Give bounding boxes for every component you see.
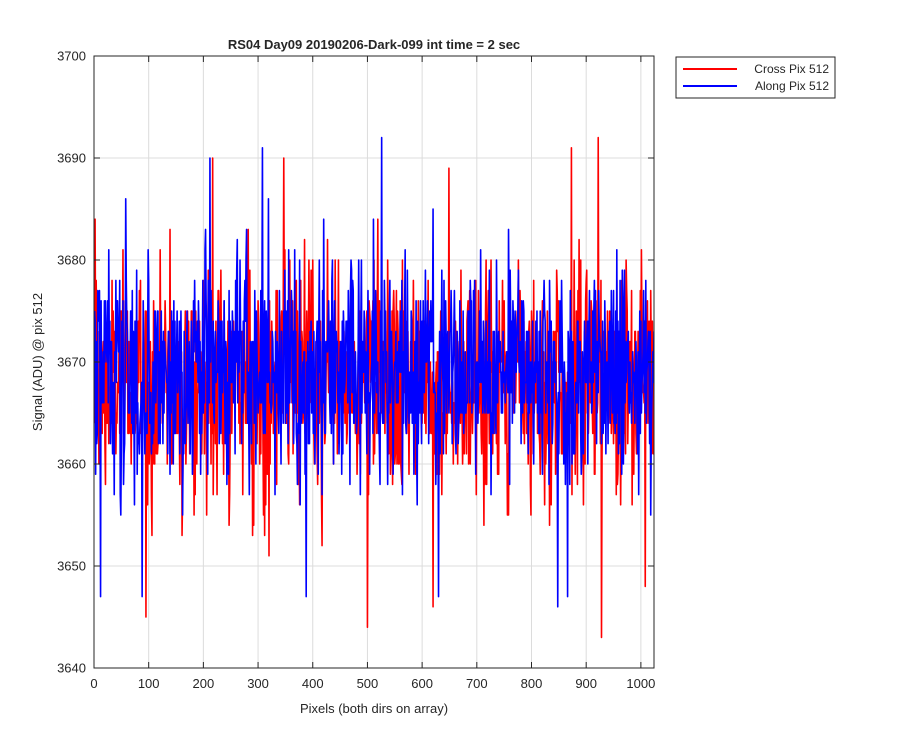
y-axis-label: Signal (ADU) @ pix 512 <box>30 293 45 431</box>
y-tick-label: 3650 <box>57 559 86 574</box>
x-tick-label: 1000 <box>626 676 655 691</box>
x-tick-label: 500 <box>357 676 379 691</box>
x-tick-label: 900 <box>575 676 597 691</box>
y-tick-label: 3680 <box>57 253 86 268</box>
legend: Cross Pix 512 Along Pix 512 <box>675 56 836 99</box>
chart-title: RS04 Day09 20190206-Dark-099 int time = … <box>228 37 520 52</box>
x-tick-label: 700 <box>466 676 488 691</box>
legend-box <box>675 56 836 99</box>
ticks <box>93 55 654 669</box>
y-tick-label: 3670 <box>57 355 86 370</box>
x-axis-label: Pixels (both dirs on array) <box>300 701 448 716</box>
x-tick-label: 200 <box>193 676 215 691</box>
x-tick-label: 800 <box>521 676 543 691</box>
x-tick-label: 400 <box>302 676 324 691</box>
x-tick-label: 100 <box>138 676 160 691</box>
legend-label-along: Along Pix 512 <box>755 79 829 93</box>
series-line-along-pix-512 <box>94 136 654 608</box>
x-tick-label: 0 <box>90 676 97 691</box>
y-tick-label: 3690 <box>57 151 86 166</box>
series-layer <box>94 136 654 639</box>
y-tick-label: 3640 <box>57 661 86 676</box>
legend-label-cross: Cross Pix 512 <box>754 62 829 76</box>
x-tick-labels: 0 100 200 300 400 500 600 700 800 900 1000 <box>90 676 655 691</box>
x-tick-label: 600 <box>411 676 433 691</box>
x-tick-label: 300 <box>247 676 269 691</box>
y-tick-label: 3660 <box>57 457 86 472</box>
y-tick-label: 3700 <box>57 49 86 64</box>
y-tick-labels: 3640 3650 3660 3670 3680 3690 3700 <box>57 49 86 676</box>
